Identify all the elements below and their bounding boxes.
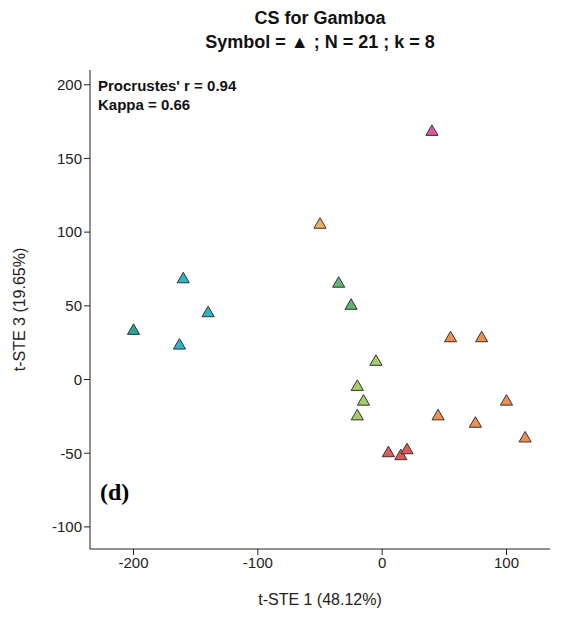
svg-text:100: 100	[494, 554, 519, 571]
svg-text:0: 0	[74, 371, 82, 388]
svg-text:t-STE 3 (19.65%): t-STE 3 (19.65%)	[11, 248, 28, 372]
html-text:Symbol = ▲ ; N = 21 ; k = 8: Symbol = ▲ ; N = 21 ; k = 8	[205, 32, 435, 52]
svg-text:100: 100	[57, 223, 82, 240]
html-text:(d): (d)	[100, 479, 130, 505]
html-text:Procrustes' r = 0.94: Procrustes' r = 0.94	[98, 77, 237, 94]
html-text:Kappa = 0.66: Kappa = 0.66	[98, 96, 191, 113]
svg-text:-200: -200	[118, 554, 148, 571]
svg-text:-100: -100	[243, 554, 273, 571]
svg-text:50: 50	[65, 297, 82, 314]
svg-text:150: 150	[57, 150, 82, 167]
html-text:CS for Gamboa: CS for Gamboa	[254, 8, 386, 28]
svg-text:t-STE 1 (48.12%): t-STE 1 (48.12%)	[258, 591, 382, 608]
svg-text:-50: -50	[60, 445, 82, 462]
svg-text:200: 200	[57, 76, 82, 93]
svg-text:-100: -100	[52, 518, 82, 535]
svg-text:0: 0	[378, 554, 386, 571]
